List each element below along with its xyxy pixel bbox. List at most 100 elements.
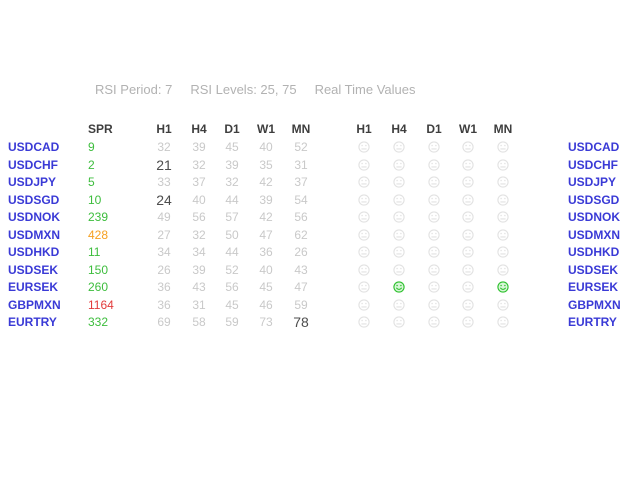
table-row: USDMXN 428 27 32 50 47 62 USDMXN bbox=[0, 226, 640, 244]
pair-label-left: USDSGD bbox=[8, 192, 60, 207]
neutral-face-icon bbox=[383, 156, 415, 174]
neutral-face-icon bbox=[348, 296, 380, 314]
rsi-value-h4: 32 bbox=[192, 227, 206, 242]
rsi-value-w1: 73 bbox=[259, 315, 273, 330]
neutral-face-icon bbox=[383, 243, 415, 261]
rsi-value-mn: 59 bbox=[294, 297, 308, 312]
realtime-values-label: Real Time Values bbox=[314, 81, 416, 97]
rsi-value-h4: 40 bbox=[192, 192, 206, 207]
rsi-value-h1: 33 bbox=[157, 175, 171, 190]
pair-label-right: USDSGD bbox=[568, 192, 620, 207]
spread-value: 260 bbox=[88, 280, 109, 295]
spread-value: 239 bbox=[88, 210, 109, 225]
happy-face-icon bbox=[383, 278, 415, 296]
neutral-face-icon bbox=[487, 226, 519, 244]
rsi-period-label: RSI Period: 7 bbox=[95, 81, 173, 97]
pair-label-left: USDCAD bbox=[8, 140, 60, 155]
spread-value: 1164 bbox=[88, 297, 114, 312]
neutral-face-icon bbox=[348, 208, 380, 226]
neutral-face-icon bbox=[348, 138, 380, 156]
rsi-value-d1: 59 bbox=[225, 315, 239, 330]
rsi-value-mn: 43 bbox=[294, 262, 308, 277]
neutral-face-icon bbox=[418, 138, 450, 156]
rsi-value-d1: 52 bbox=[225, 262, 239, 277]
rsi-value-h4: 37 bbox=[192, 175, 206, 190]
pair-label-right: EURTRY bbox=[568, 315, 617, 330]
rsi-value-h1: 24 bbox=[156, 191, 172, 208]
table-row: USDNOK 239 49 56 57 42 56 USDNOK bbox=[0, 208, 640, 226]
rsi-value-d1: 50 bbox=[225, 227, 239, 242]
rsi-value-h4: 58 bbox=[192, 315, 206, 330]
rsi-value-h4: 56 bbox=[192, 210, 206, 225]
rsi-value-h1: 69 bbox=[157, 315, 171, 330]
pair-label-left: EURSEK bbox=[8, 280, 59, 295]
table-row: USDJPY 5 33 37 32 42 37 USDJPY bbox=[0, 173, 640, 191]
rsi-value-w1: 36 bbox=[259, 245, 273, 260]
pair-label-right: USDCHF bbox=[568, 157, 618, 172]
happy-face-icon bbox=[487, 278, 519, 296]
neutral-face-icon bbox=[452, 191, 484, 209]
spread-value: 11 bbox=[88, 245, 101, 260]
rsi-value-mn: 62 bbox=[294, 227, 308, 242]
rsi-value-mn: 54 bbox=[294, 192, 308, 207]
rsi-value-h1: 34 bbox=[157, 245, 171, 260]
neutral-face-icon bbox=[383, 138, 415, 156]
neutral-face-icon bbox=[348, 243, 380, 261]
spread-value: 2 bbox=[88, 157, 95, 172]
neutral-face-icon bbox=[383, 261, 415, 279]
rsi-value-d1: 45 bbox=[225, 297, 239, 312]
rsi-value-mn: 47 bbox=[294, 280, 308, 295]
neutral-face-icon bbox=[348, 261, 380, 279]
neutral-face-icon bbox=[383, 191, 415, 209]
neutral-face-icon bbox=[452, 296, 484, 314]
neutral-face-icon bbox=[383, 173, 415, 191]
neutral-face-icon bbox=[383, 313, 415, 331]
neutral-face-icon bbox=[418, 313, 450, 331]
settings-line: RSI Period: 7 RSI Levels: 25, 75 Real Ti… bbox=[95, 80, 433, 98]
signal-column-header-h4: H4 bbox=[391, 122, 407, 137]
rsi-value-w1: 39 bbox=[259, 192, 273, 207]
neutral-face-icon bbox=[348, 191, 380, 209]
neutral-face-icon bbox=[383, 208, 415, 226]
neutral-face-icon bbox=[487, 313, 519, 331]
neutral-face-icon bbox=[452, 313, 484, 331]
neutral-face-icon bbox=[418, 173, 450, 191]
table-row: USDHKD 11 34 34 44 36 26 USDHKD bbox=[0, 243, 640, 261]
signal-column-header-d1: D1 bbox=[426, 122, 442, 137]
rsi-value-d1: 39 bbox=[225, 157, 239, 172]
table-row: GBPMXN 1164 36 31 45 46 59 GBPMXN bbox=[0, 296, 640, 314]
rsi-value-d1: 44 bbox=[225, 192, 239, 207]
pair-label-left: USDMXN bbox=[8, 227, 61, 242]
rsi-value-mn: 78 bbox=[293, 314, 309, 331]
rsi-value-h4: 39 bbox=[192, 262, 206, 277]
rsi-value-h1: 27 bbox=[157, 227, 171, 242]
rsi-value-w1: 40 bbox=[259, 140, 273, 155]
rsi-value-w1: 42 bbox=[259, 210, 273, 225]
spread-value: 428 bbox=[88, 227, 109, 242]
neutral-face-icon bbox=[452, 261, 484, 279]
neutral-face-icon bbox=[487, 296, 519, 314]
rsi-value-h1: 49 bbox=[157, 210, 171, 225]
pair-label-left: EURTRY bbox=[8, 315, 57, 330]
table-row: EURTRY 332 69 58 59 73 78 EURTRY bbox=[0, 313, 640, 331]
rsi-value-d1: 44 bbox=[225, 245, 239, 260]
neutral-face-icon bbox=[452, 226, 484, 244]
neutral-face-icon bbox=[418, 243, 450, 261]
signal-column-header-h1: H1 bbox=[356, 122, 372, 137]
pair-label-right: USDJPY bbox=[568, 175, 617, 190]
table-row: EURSEK 260 36 43 56 45 47 EURSEK bbox=[0, 278, 640, 296]
pair-label-left: USDJPY bbox=[8, 175, 57, 190]
rsi-value-h1: 36 bbox=[157, 297, 171, 312]
neutral-face-icon bbox=[487, 191, 519, 209]
neutral-face-icon bbox=[418, 278, 450, 296]
column-header-row: SPR H1 H4 D1 W1 MN H1 H4 D1 W1 MN bbox=[0, 120, 640, 138]
column-header-spr: SPR bbox=[88, 122, 113, 137]
neutral-face-icon bbox=[348, 313, 380, 331]
neutral-face-icon bbox=[418, 296, 450, 314]
spread-value: 5 bbox=[88, 175, 95, 190]
rsi-column-header-h4: H4 bbox=[191, 122, 207, 137]
rsi-value-h1: 32 bbox=[157, 140, 171, 155]
neutral-face-icon bbox=[348, 278, 380, 296]
rsi-value-h1: 21 bbox=[156, 156, 172, 173]
